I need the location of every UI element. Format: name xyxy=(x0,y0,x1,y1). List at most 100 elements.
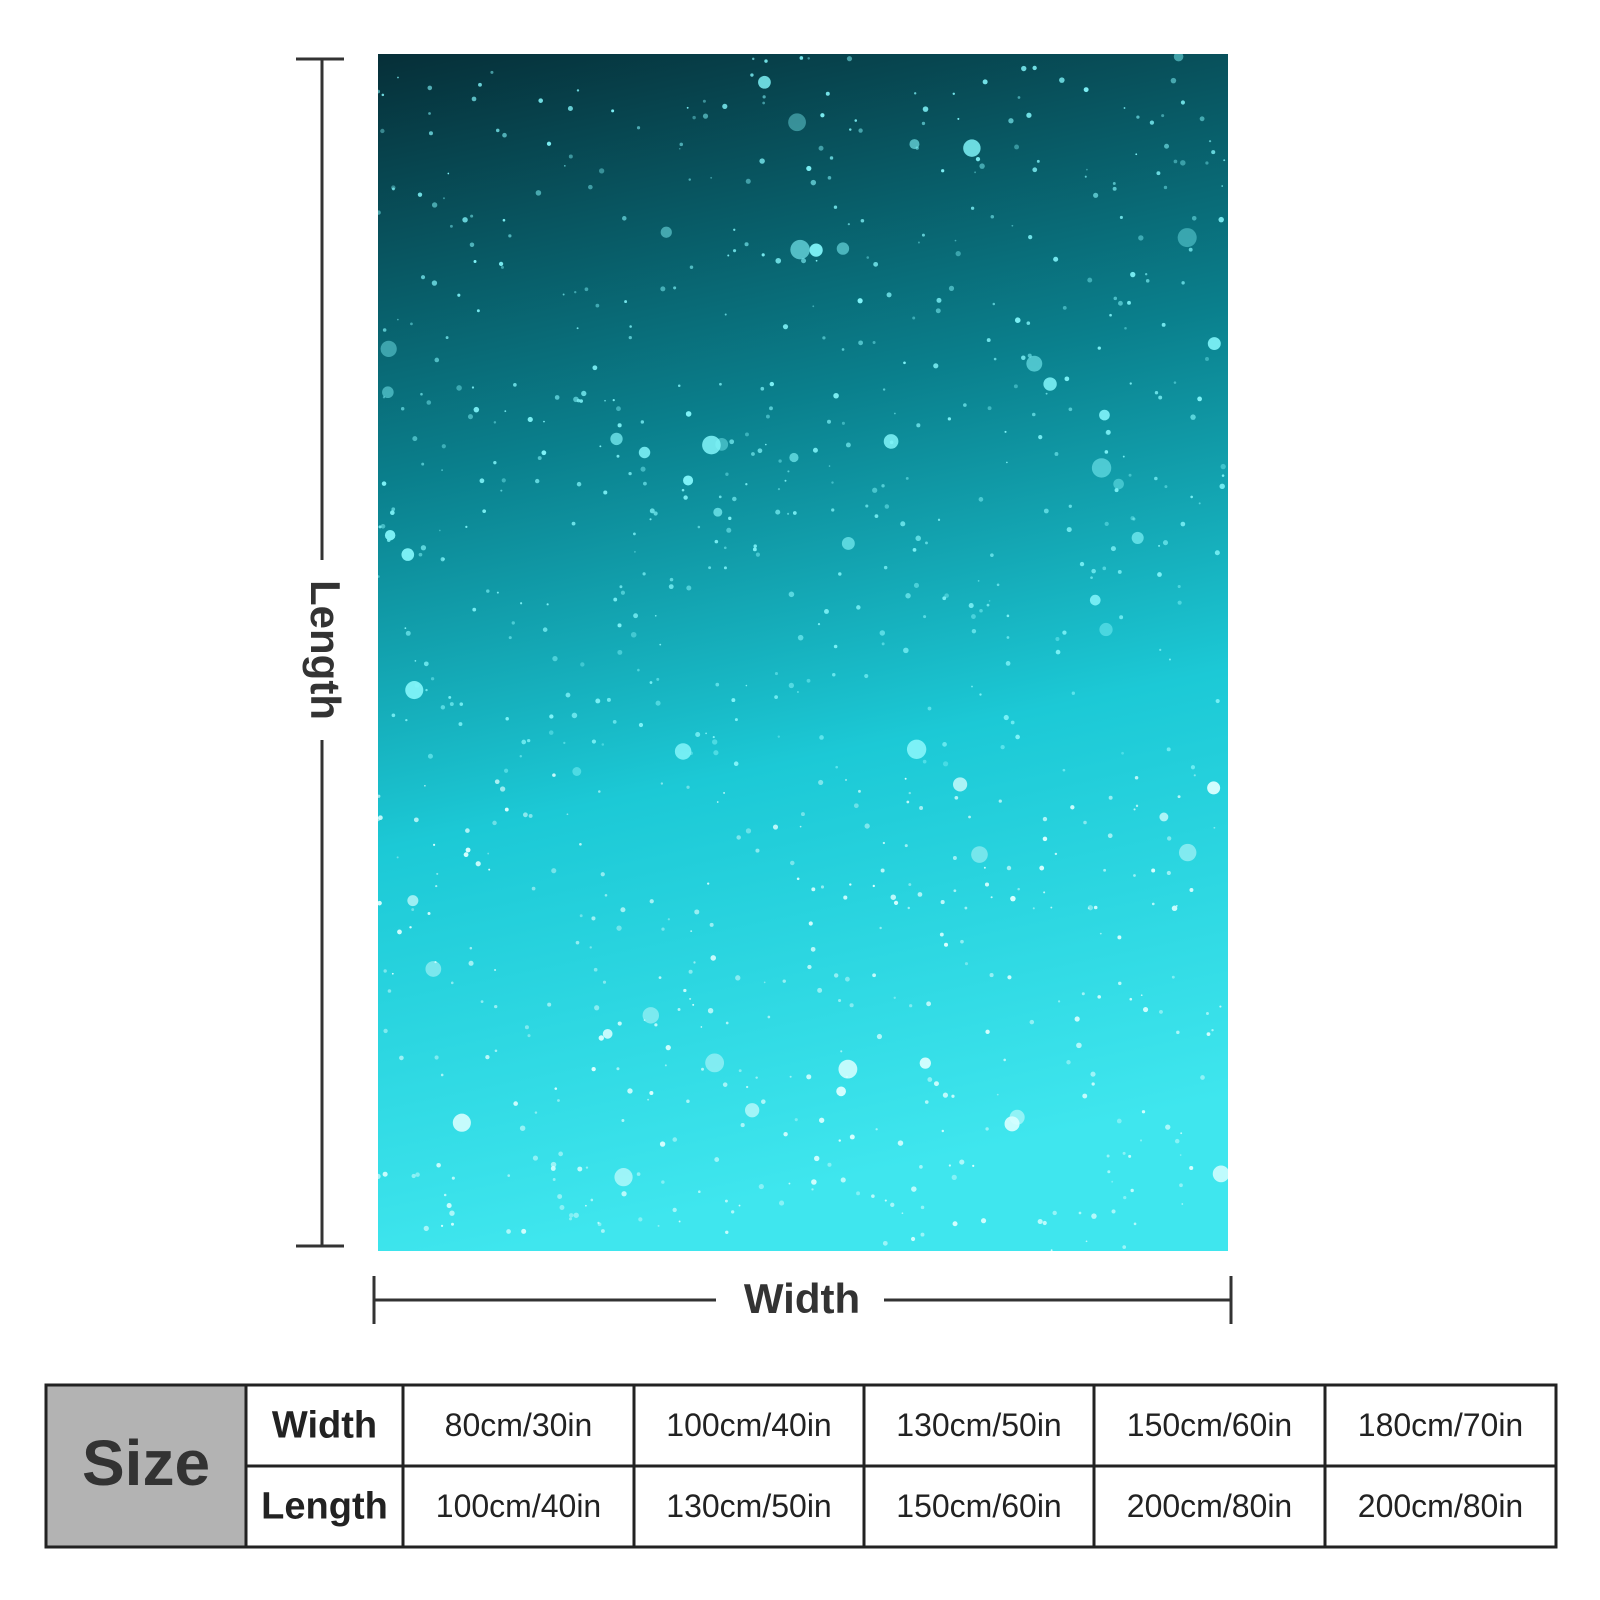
sparkle xyxy=(778,459,782,463)
sparkle xyxy=(378,89,381,94)
sparkle xyxy=(942,596,947,601)
sparkle xyxy=(702,113,709,119)
sparkle xyxy=(1129,382,1132,385)
sparkle xyxy=(476,309,480,313)
sparkle xyxy=(378,525,382,529)
sparkle xyxy=(673,286,677,290)
sparkle xyxy=(818,779,824,785)
sparkle xyxy=(653,511,658,516)
sparkle xyxy=(698,1190,701,1193)
sparkle xyxy=(845,1075,848,1079)
sparkle xyxy=(552,1178,556,1181)
sparkle xyxy=(1006,636,1010,639)
sparkle xyxy=(478,82,482,87)
sparkle xyxy=(465,828,470,833)
sparkle xyxy=(1180,1132,1183,1135)
sparkle xyxy=(849,1134,855,1140)
sparkle xyxy=(881,642,885,646)
sparkle xyxy=(709,922,714,927)
sparkle xyxy=(688,969,693,974)
sparkle xyxy=(738,1069,742,1073)
sparkle xyxy=(498,261,504,267)
sparkle xyxy=(664,1064,667,1067)
sparkle xyxy=(819,735,824,740)
sparkle xyxy=(588,184,593,190)
sparkle xyxy=(397,76,399,79)
sparkle xyxy=(838,1139,841,1142)
sparkle xyxy=(799,56,804,60)
sparkle xyxy=(1105,429,1111,435)
size-value: 100cm/40in xyxy=(666,1407,831,1443)
sparkle xyxy=(1079,561,1085,567)
sparkle xyxy=(812,305,815,308)
sparkle xyxy=(744,1103,760,1118)
sparkle xyxy=(1190,495,1193,499)
sparkle xyxy=(833,392,839,399)
sparkle xyxy=(686,585,692,591)
sparkle xyxy=(755,1076,758,1079)
sparkle xyxy=(574,290,577,294)
sparkle xyxy=(951,1094,955,1098)
sparkle xyxy=(1161,322,1166,327)
sparkle xyxy=(1083,87,1089,93)
sparkle xyxy=(971,846,988,863)
sparkle xyxy=(789,1075,792,1078)
sparkle xyxy=(678,147,681,150)
sparkle xyxy=(817,622,821,626)
sparkle xyxy=(1045,392,1048,395)
sparkle xyxy=(957,117,960,120)
sparkle xyxy=(567,105,573,112)
sparkle xyxy=(951,1174,957,1180)
sparkle xyxy=(601,743,605,746)
sparkle xyxy=(534,1111,538,1114)
sparkle xyxy=(457,293,461,297)
sparkle xyxy=(762,95,766,99)
sparkle xyxy=(701,1067,704,1071)
sparkle xyxy=(757,448,763,454)
sparkle xyxy=(521,1228,527,1234)
sparkle xyxy=(948,1164,951,1167)
sparkle xyxy=(378,1173,381,1179)
sparkle xyxy=(425,688,428,692)
sparkle xyxy=(1132,517,1136,521)
sparkle xyxy=(463,852,469,858)
sparkle xyxy=(905,593,911,599)
sparkle xyxy=(1118,300,1123,306)
sparkle xyxy=(496,591,499,594)
sparkle xyxy=(713,507,723,517)
sparkle xyxy=(469,946,473,950)
sparkle xyxy=(1164,143,1170,149)
sparkle xyxy=(917,241,920,244)
sparkle xyxy=(881,484,885,488)
sparkle xyxy=(405,681,424,700)
sparkle xyxy=(1207,781,1221,795)
sparkle xyxy=(1103,868,1107,872)
sparkle xyxy=(952,1221,958,1227)
sparkle xyxy=(810,946,816,952)
sparkle xyxy=(552,655,558,662)
sparkle xyxy=(659,643,662,646)
sparkle xyxy=(826,419,832,424)
sparkle xyxy=(725,472,729,476)
sparkle xyxy=(1173,54,1184,62)
sparkle xyxy=(707,1008,714,1014)
sparkle xyxy=(836,242,850,255)
sparkle xyxy=(1174,1138,1180,1144)
sparkle xyxy=(996,583,1000,587)
sparkle xyxy=(769,406,773,411)
size-value: 130cm/50in xyxy=(666,1488,831,1524)
sparkle xyxy=(1005,661,1011,666)
sparkle xyxy=(683,495,688,500)
sparkle xyxy=(775,257,782,264)
sparkle xyxy=(733,761,739,767)
sparkle xyxy=(1156,171,1161,176)
sparkle xyxy=(1206,1032,1211,1037)
sparkle xyxy=(381,481,387,486)
sparkle xyxy=(404,627,407,630)
sparkle xyxy=(649,1090,654,1095)
sparkle xyxy=(668,584,674,590)
sparkle xyxy=(1104,521,1109,527)
sparkle xyxy=(633,550,636,553)
sparkle xyxy=(775,509,781,515)
sparkle xyxy=(1043,508,1049,514)
